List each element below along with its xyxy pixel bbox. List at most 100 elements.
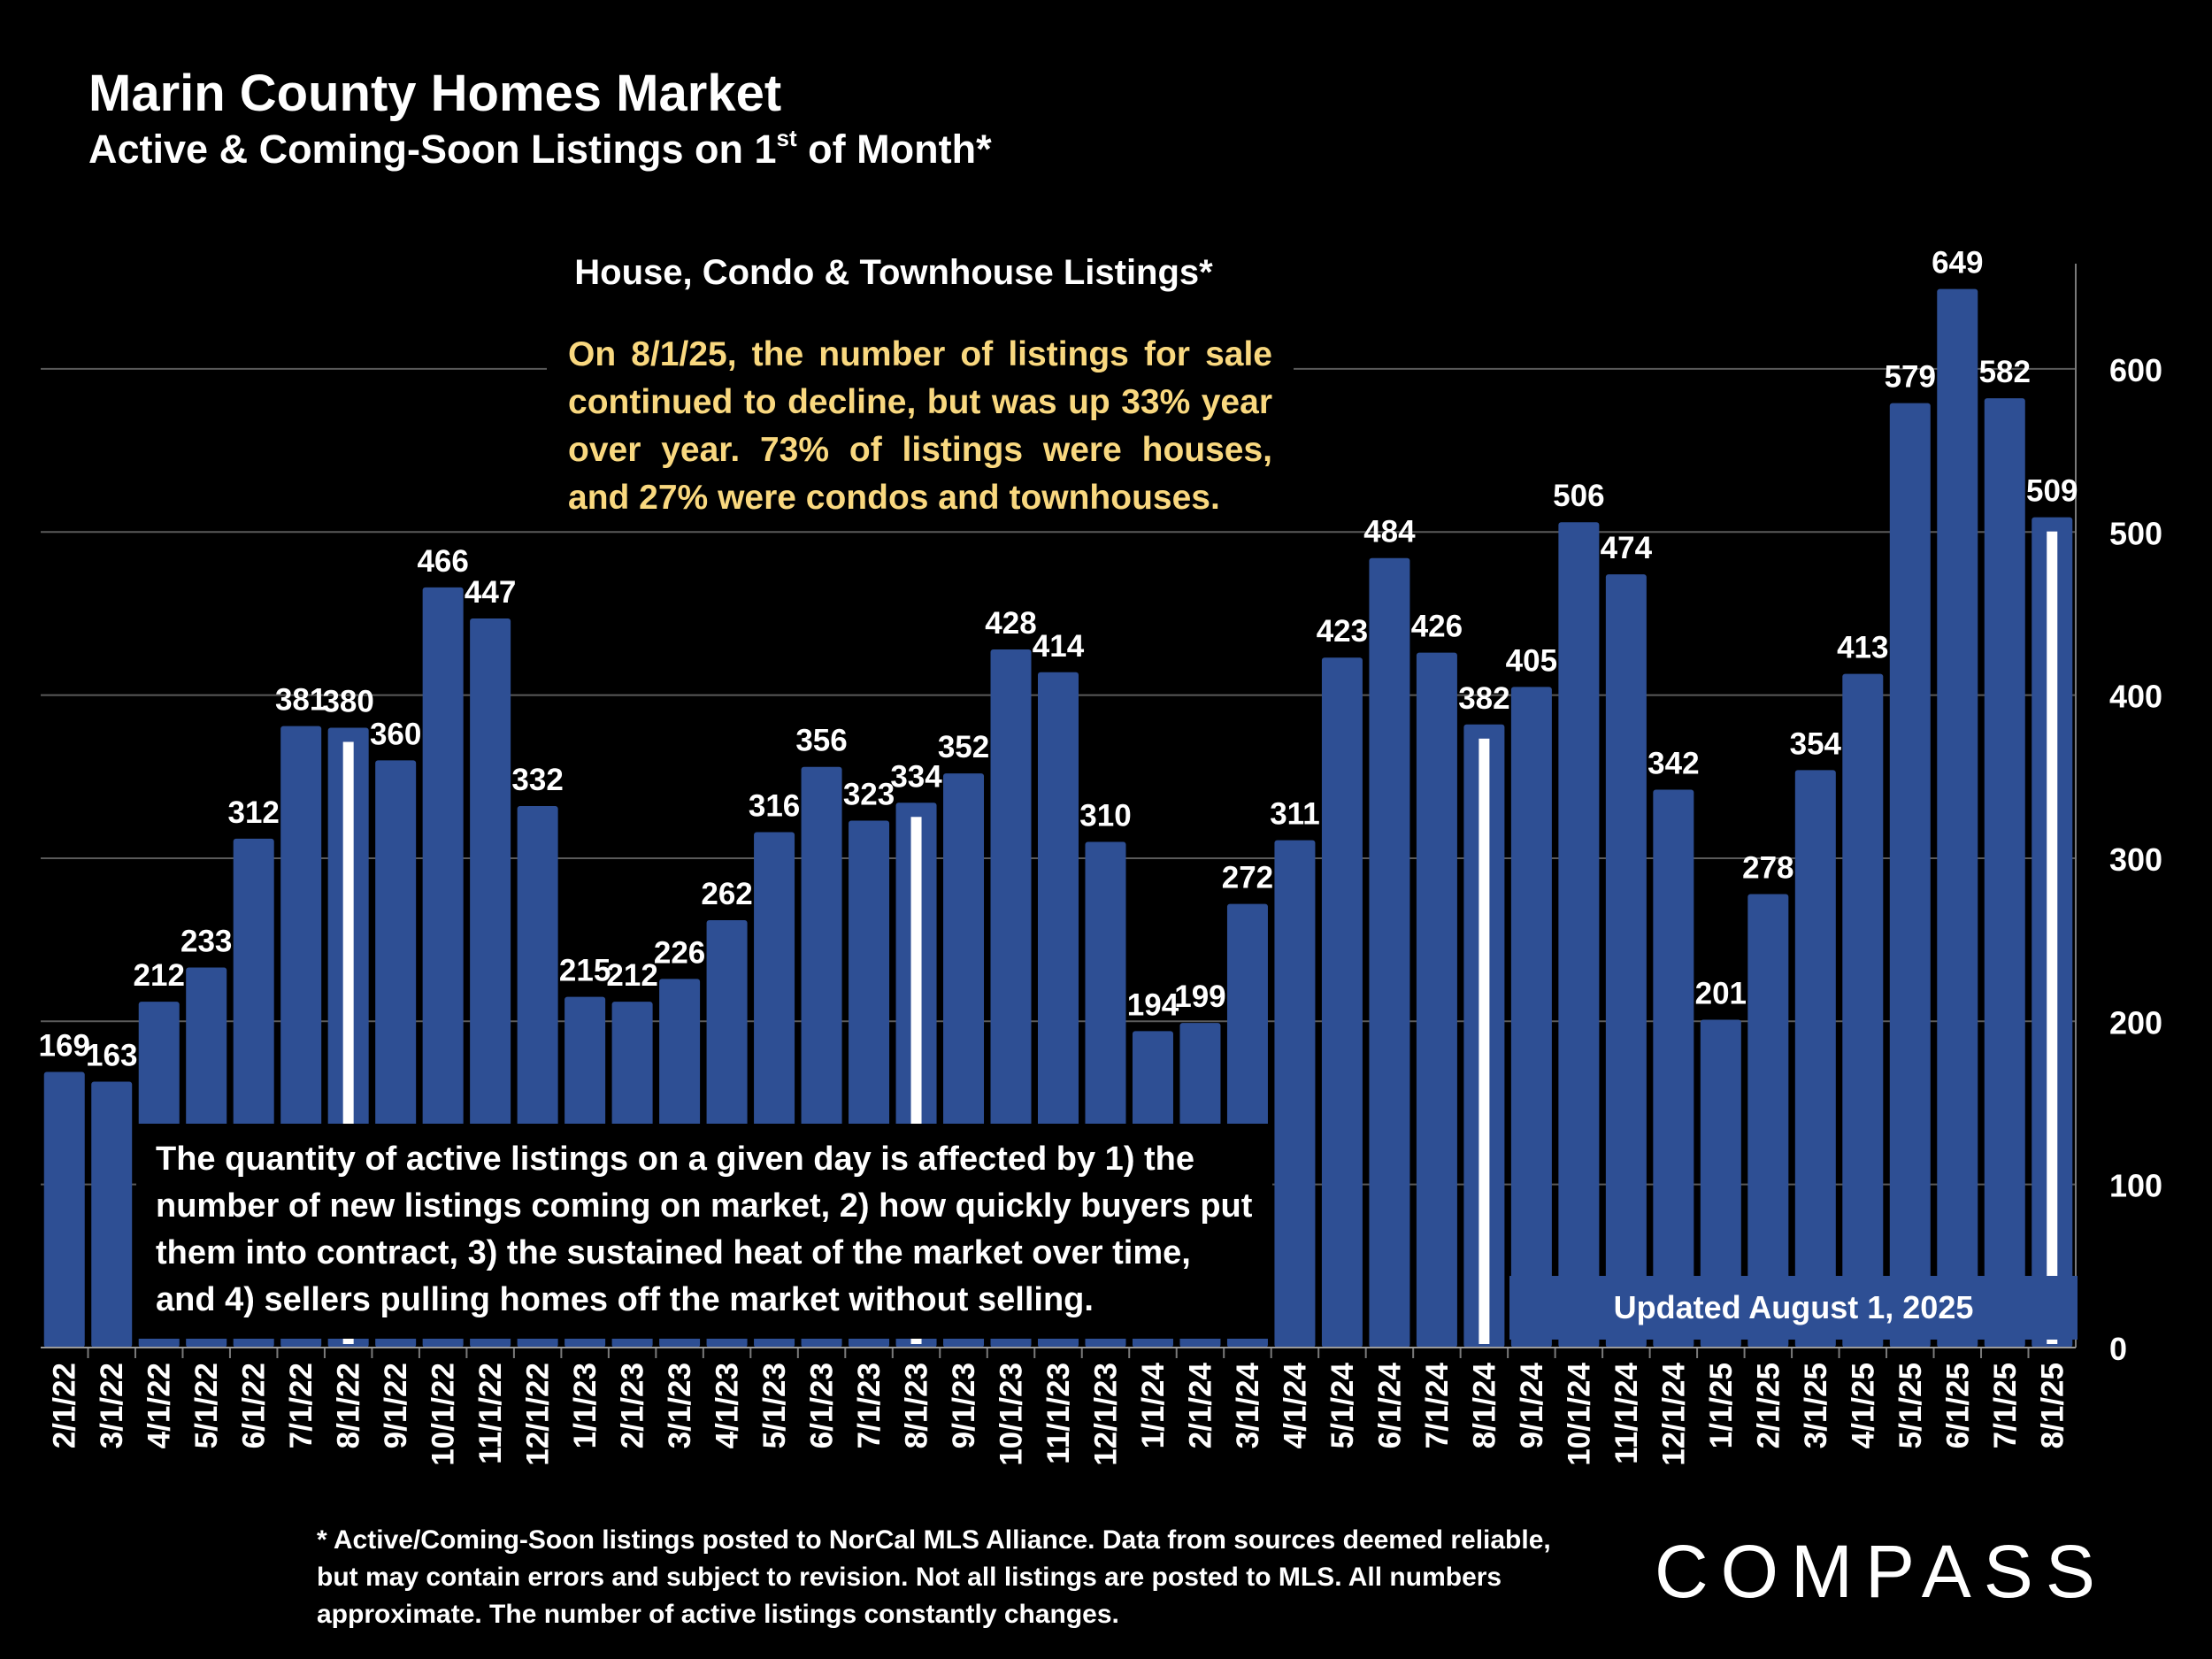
bar [1605,574,1647,1348]
data-label: 334 [890,759,942,794]
y-tick-label: 200 [2109,1004,2162,1041]
x-tick-label: 4/1/25 [1846,1363,1880,1448]
chart-title: House, Condo & Townhouse Listings* [574,253,1213,292]
data-label: 233 [180,924,232,958]
x-tick-label: 8/1/24 [1467,1362,1502,1448]
data-label: 484 [1363,515,1416,549]
x-tick-label: 6/1/23 [805,1363,840,1448]
data-label: 381 [275,683,326,718]
x-tick-label: 12/1/23 [1088,1363,1123,1466]
x-tick-label: 6/1/22 [237,1363,272,1448]
x-tick-label: 3/1/23 [663,1363,697,1448]
bar [91,1081,133,1348]
x-tick-label: 2/1/22 [48,1363,82,1448]
footnote: * Active/Coming-Soon listings posted to … [317,1525,1551,1629]
x-tick-label: 3/1/25 [1799,1363,1833,1448]
data-label: 382 [1458,681,1509,716]
x-tick-label: 7/1/22 [284,1363,319,1448]
data-label: 312 [227,795,279,830]
x-tick-label: 8/1/25 [2035,1363,2070,1448]
x-tick-label: 5/1/22 [189,1363,224,1448]
x-tick-label: 11/1/24 [1609,1362,1644,1463]
highlight-bar-marker [1479,738,1490,1344]
x-tick-label: 4/1/22 [142,1363,177,1448]
data-label: 201 [1695,976,1747,1010]
data-label: 212 [134,958,185,993]
data-label: 342 [1647,747,1699,781]
y-tick-label: 300 [2109,841,2162,878]
y-tick-label: 400 [2109,679,2162,715]
data-label: 506 [1553,479,1604,513]
data-label: 226 [654,935,705,970]
bar [1700,1019,1741,1348]
data-label: 316 [749,788,800,823]
subtitle-text: Active & Coming-Soon Listings on 1 [88,127,777,172]
x-tick-label: 1/1/24 [1136,1362,1171,1448]
data-label: 169 [39,1028,90,1063]
data-label: 426 [1411,610,1463,644]
updated-badge: Updated August 1, 2025 [1509,1276,2078,1340]
x-tick-label: 2/1/23 [616,1363,650,1448]
data-label: 474 [1601,531,1653,565]
data-label: 428 [985,606,1036,641]
bar [1369,557,1410,1348]
x-tick-label: 9/1/23 [947,1363,981,1448]
bar [1510,687,1552,1348]
x-tick-label: 3/1/22 [95,1363,129,1448]
page-title: Marin County Homes Market [88,65,782,122]
data-label: 360 [370,717,421,751]
x-tick-label: 10/1/22 [426,1363,461,1466]
x-tick-label: 10/1/23 [995,1363,1029,1466]
bar [1558,522,1600,1348]
data-label: 163 [86,1039,137,1073]
x-tick-label: 12/1/24 [1656,1362,1691,1465]
x-tick-label: 6/1/24 [1372,1362,1407,1448]
data-label: 332 [511,763,563,797]
x-tick-label: 10/1/24 [1562,1362,1596,1465]
data-label: 323 [843,778,895,812]
y-tick-label: 100 [2109,1168,2162,1204]
y-tick-label: 0 [2109,1331,2127,1367]
data-label: 423 [1317,614,1368,649]
x-tick-label: 4/1/23 [710,1363,745,1448]
highlight-bar-marker [2047,531,2058,1344]
bar [1653,789,1694,1348]
x-tick-label: 7/1/25 [1988,1363,2023,1448]
bar [1937,288,1978,1348]
x-tick-label: 9/1/24 [1515,1362,1549,1448]
data-label: 215 [559,954,611,988]
data-label: 278 [1742,851,1793,886]
bar [1274,840,1316,1348]
x-tick-label: 9/1/22 [379,1363,413,1448]
data-label: 194 [1127,987,1179,1022]
bar [1842,673,1884,1348]
x-tick-label: 5/1/25 [1893,1363,1928,1448]
data-label: 354 [1790,726,1842,761]
data-label: 413 [1837,631,1888,665]
bar [1321,657,1363,1348]
bar [1747,894,1789,1348]
bar [1984,398,2025,1348]
x-tick-label: 8/1/23 [900,1363,934,1448]
subtitle-superscript: st [776,125,797,151]
bar [43,1071,85,1348]
data-label: 509 [2026,474,2078,509]
x-tick-label: 5/1/23 [757,1363,792,1448]
data-label: 414 [1033,629,1085,664]
data-label: 311 [1270,797,1319,832]
x-tick-label: 5/1/24 [1325,1362,1360,1448]
x-tick-label: 6/1/25 [1940,1363,1975,1448]
bar [1416,652,1457,1348]
x-tick-label: 11/1/22 [473,1363,508,1464]
x-tick-label: 7/1/24 [1420,1362,1455,1448]
subtitle-text-end: of Month* [796,127,992,172]
x-tick-label: 1/1/25 [1704,1363,1739,1448]
x-tick-label: 8/1/22 [332,1363,366,1448]
x-tick-label: 2/1/24 [1183,1362,1217,1448]
data-label: 352 [938,730,989,764]
data-label: 310 [1079,799,1131,833]
page-subtitle: Active & Coming-Soon Listings on 1st of … [88,125,992,173]
data-label: 466 [417,544,468,579]
data-label: 356 [795,724,847,758]
